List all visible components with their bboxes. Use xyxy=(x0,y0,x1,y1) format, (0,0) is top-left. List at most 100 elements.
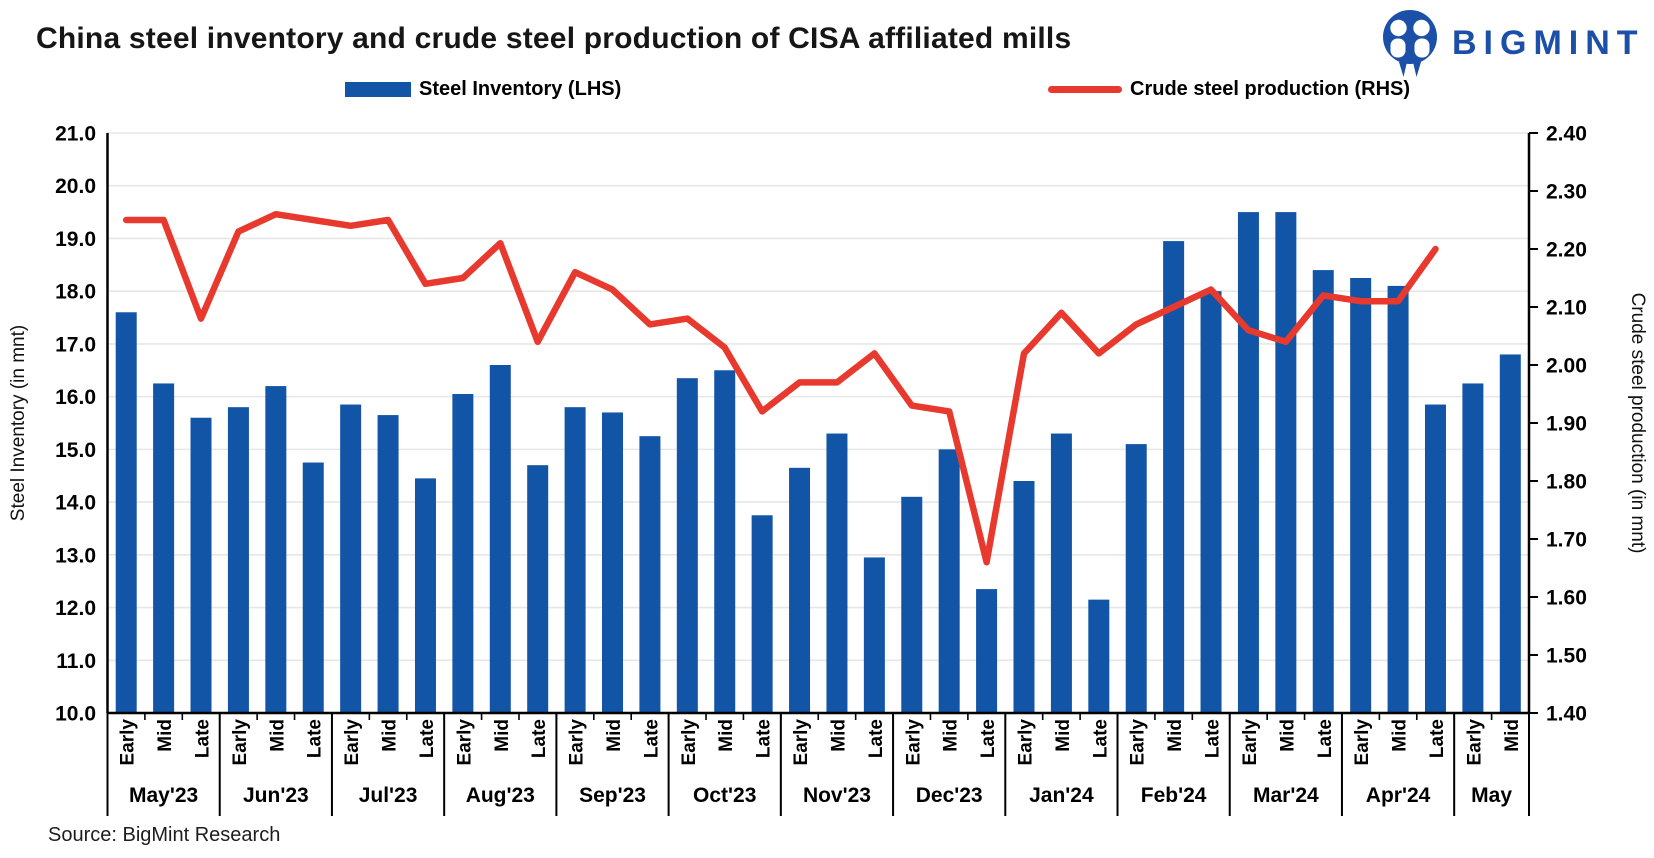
period-label: Mid xyxy=(1502,719,1523,752)
period-label: Early xyxy=(342,719,363,766)
period-label: Mid xyxy=(1165,719,1186,752)
legend-label: Steel Inventory (LHS) xyxy=(419,78,622,100)
left-axis-title: Steel Inventory (in mnt) xyxy=(8,325,29,521)
right-axis-tick-label: 1.60 xyxy=(1546,587,1587,610)
right-axis-tick-label: 2.00 xyxy=(1546,355,1587,378)
left-axis-tick-label: 17.0 xyxy=(55,333,96,356)
inventory-bar xyxy=(1013,481,1035,713)
inventory-bar xyxy=(377,415,399,713)
month-label: Dec'23 xyxy=(916,784,983,807)
right-axis-tick-label: 1.50 xyxy=(1546,645,1587,668)
inventory-bar xyxy=(863,557,885,713)
inventory-bar xyxy=(1312,270,1334,713)
month-label: Nov'23 xyxy=(803,784,871,807)
period-label: Late xyxy=(529,719,550,758)
left-axis-tick-label: 21.0 xyxy=(55,123,96,146)
inventory-bar xyxy=(1237,212,1259,713)
period-label: Early xyxy=(567,719,588,766)
inventory-bar xyxy=(1275,212,1297,713)
inventory-bar xyxy=(1088,599,1110,713)
inventory-bar xyxy=(789,467,811,713)
month-label: Feb'24 xyxy=(1141,784,1207,807)
period-label: Mid xyxy=(492,719,513,752)
left-axis-tick-label: 18.0 xyxy=(55,281,96,304)
period-label: Mid xyxy=(1053,719,1074,752)
period-label: Mid xyxy=(716,719,737,752)
month-label: Jun'23 xyxy=(243,784,309,807)
right-axis-tick-label: 2.20 xyxy=(1546,239,1587,262)
period-label: Late xyxy=(1315,719,1336,758)
period-label: Mid xyxy=(155,719,176,752)
period-label: Early xyxy=(1464,719,1485,766)
period-label: Late xyxy=(641,719,662,758)
line-swatch-icon xyxy=(1048,86,1122,93)
month-label: Apr'24 xyxy=(1366,784,1431,807)
axis-labels: 21.0 20.0 19.0 18.0 17.0 16.0 15.0 14.0 13.0 12.0… xyxy=(55,123,1587,808)
right-axis-tick-label: 1.80 xyxy=(1546,471,1587,494)
period-label: Early xyxy=(230,719,251,766)
inventory-bar xyxy=(527,465,549,713)
inventory-bar xyxy=(115,312,137,713)
period-label: Late xyxy=(305,719,326,758)
axes xyxy=(106,132,1538,816)
right-axis-tick-label: 2.30 xyxy=(1546,181,1587,204)
period-label: Early xyxy=(118,719,139,766)
bar-swatch-icon xyxy=(345,82,411,97)
inventory-bar xyxy=(489,365,511,713)
source-note: Source: BigMint Research xyxy=(48,824,281,846)
left-axis-tick-label: 12.0 xyxy=(55,597,96,620)
inventory-bar xyxy=(1163,241,1185,713)
right-axis-tick-label: 2.40 xyxy=(1546,123,1587,146)
month-label: May xyxy=(1471,784,1512,807)
period-label: Early xyxy=(903,719,924,766)
inventory-bar xyxy=(227,407,249,713)
left-axis-tick-label: 20.0 xyxy=(55,175,96,198)
period-label: Mid xyxy=(941,719,962,752)
legend-item-crude-production: Crude steel production (RHS) xyxy=(1048,78,1410,101)
bigmint-logo: BIGMINT xyxy=(1378,8,1645,78)
month-label: May'23 xyxy=(129,784,198,807)
right-axis-tick-label: 1.90 xyxy=(1546,413,1587,436)
period-label: Late xyxy=(1427,719,1448,758)
brand-name: BIGMINT xyxy=(1452,23,1645,62)
inventory-bars xyxy=(115,212,1521,713)
right-axis-tick-label: 2.10 xyxy=(1546,297,1587,320)
inventory-bar xyxy=(340,404,362,713)
right-axis-title: Crude steel production (in mnt) xyxy=(1627,293,1648,554)
inventory-bar xyxy=(901,496,923,713)
month-label: Oct'23 xyxy=(693,784,756,807)
inventory-bar xyxy=(751,515,773,713)
legend-label: Crude steel production (RHS) xyxy=(1130,78,1411,100)
period-label: Mid xyxy=(828,719,849,752)
month-label: Aug'23 xyxy=(466,784,535,807)
inventory-bar xyxy=(1050,433,1072,713)
inventory-bar xyxy=(676,378,698,713)
period-label: Late xyxy=(417,719,438,758)
left-axis-tick-label: 15.0 xyxy=(55,439,96,462)
inventory-bar xyxy=(1499,354,1521,713)
period-label: Mid xyxy=(267,719,288,752)
production-line xyxy=(122,210,1439,566)
period-label: Mid xyxy=(380,719,401,752)
inventory-bar xyxy=(1462,383,1484,713)
period-label: Late xyxy=(1203,719,1224,758)
month-label: Sep'23 xyxy=(579,784,646,807)
period-label: Late xyxy=(193,719,214,758)
period-label: Late xyxy=(978,719,999,758)
inventory-bar xyxy=(153,383,175,713)
right-axis-tick-label: 1.70 xyxy=(1546,529,1587,552)
period-label: Early xyxy=(679,719,700,766)
month-label: Jul'23 xyxy=(359,784,418,807)
left-axis-tick-label: 19.0 xyxy=(55,228,96,251)
inventory-bar xyxy=(1125,444,1147,713)
right-axis-tick-label: 1.40 xyxy=(1546,703,1587,726)
inventory-bar xyxy=(976,589,998,713)
left-axis-tick-label: 14.0 xyxy=(55,492,96,515)
period-label: Late xyxy=(754,719,775,758)
inventory-bar xyxy=(302,462,324,713)
inventory-bar xyxy=(452,394,474,713)
period-label: Early xyxy=(454,719,475,766)
inventory-bar xyxy=(639,436,661,713)
inventory-bar xyxy=(1350,278,1372,713)
